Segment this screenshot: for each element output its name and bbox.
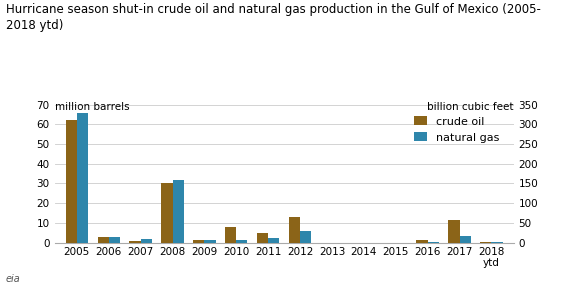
Bar bbox=[491, 242, 503, 243]
Bar bbox=[204, 240, 216, 243]
Bar bbox=[268, 238, 280, 243]
Bar bbox=[448, 220, 460, 243]
Bar bbox=[65, 121, 77, 243]
Bar bbox=[480, 242, 491, 243]
Bar bbox=[108, 236, 120, 243]
Legend: crude oil, natural gas: crude oil, natural gas bbox=[409, 112, 503, 147]
Text: Hurricane season shut-in crude oil and natural gas production in the Gulf of Mex: Hurricane season shut-in crude oil and n… bbox=[6, 3, 541, 32]
Bar bbox=[98, 236, 108, 243]
Bar bbox=[141, 238, 152, 243]
Text: eia: eia bbox=[6, 274, 21, 284]
Bar bbox=[173, 180, 184, 243]
Bar bbox=[77, 113, 88, 243]
Bar bbox=[193, 240, 204, 243]
Bar bbox=[289, 217, 300, 243]
Text: million barrels: million barrels bbox=[55, 102, 129, 112]
Bar bbox=[257, 233, 268, 243]
Text: billion cubic feet: billion cubic feet bbox=[427, 102, 514, 112]
Bar bbox=[161, 183, 173, 243]
Bar bbox=[236, 240, 247, 243]
Bar bbox=[130, 241, 141, 243]
Bar bbox=[428, 242, 439, 243]
Bar bbox=[417, 240, 428, 243]
Bar bbox=[460, 236, 471, 243]
Bar bbox=[300, 231, 311, 243]
Bar bbox=[225, 227, 236, 243]
